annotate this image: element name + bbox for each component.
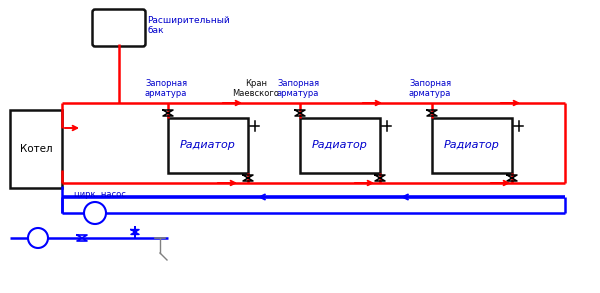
Circle shape xyxy=(28,228,48,248)
Text: Запорная
арматура: Запорная арматура xyxy=(277,79,319,98)
Text: Радиатор: Радиатор xyxy=(444,141,500,151)
Text: Кран
Маевского: Кран Маевского xyxy=(233,79,280,98)
Circle shape xyxy=(84,202,106,224)
Text: Радиатор: Радиатор xyxy=(312,141,368,151)
Bar xyxy=(432,118,512,173)
Text: Запорная
арматура: Запорная арматура xyxy=(409,79,451,98)
FancyBboxPatch shape xyxy=(92,9,146,47)
Bar xyxy=(10,110,62,188)
Text: Расширительный
бак: Расширительный бак xyxy=(147,16,230,35)
Text: цирк. насос: цирк. насос xyxy=(74,190,126,199)
Text: Котел: Котел xyxy=(20,144,52,154)
Text: Запорная
арматура: Запорная арматура xyxy=(145,79,187,98)
Bar xyxy=(168,118,248,173)
Bar xyxy=(300,118,380,173)
Text: Радиатор: Радиатор xyxy=(180,141,236,151)
